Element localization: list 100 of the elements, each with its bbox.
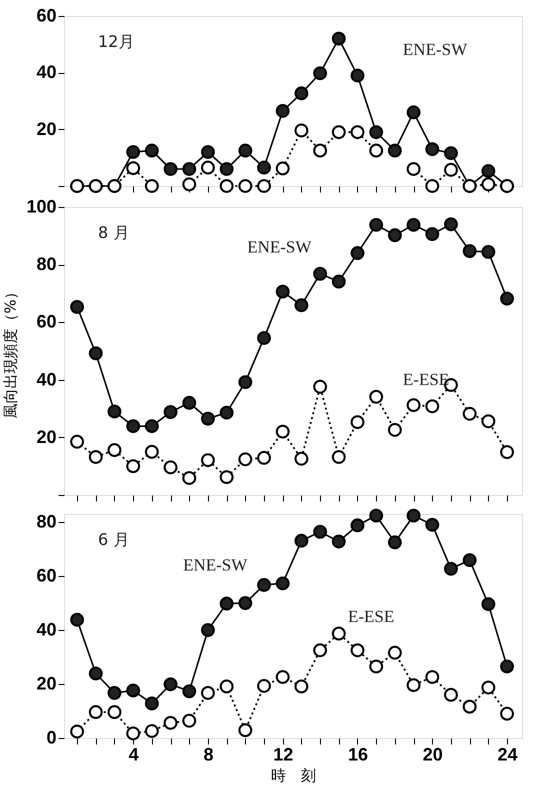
point [350, 415, 364, 430]
point [332, 534, 346, 548]
point [257, 450, 271, 465]
point [88, 705, 103, 719]
point [201, 412, 215, 426]
point [220, 179, 234, 193]
point [369, 218, 384, 232]
series-label: E-ESE [348, 607, 394, 626]
point [462, 700, 477, 714]
point [276, 284, 290, 299]
point [220, 470, 234, 484]
point [182, 471, 196, 485]
point [294, 298, 308, 312]
y-tick-label: 100 [26, 196, 56, 216]
point [406, 218, 420, 232]
point [350, 246, 364, 260]
y-axis-title: 風向出現頻度（%） [1, 284, 20, 419]
point [182, 162, 196, 176]
point [462, 553, 477, 568]
y-tick-label: 40 [36, 62, 56, 82]
point [126, 161, 140, 176]
series-label: ENE-SW [247, 237, 312, 256]
x-tick-label: 24 [498, 744, 518, 764]
point [406, 162, 420, 176]
y-tick-label: 60 [36, 6, 56, 26]
point [481, 414, 496, 428]
point [88, 346, 103, 360]
point [462, 406, 477, 421]
point [144, 724, 159, 738]
point [388, 228, 402, 242]
point [313, 643, 328, 658]
series-label: ENE-SW [183, 556, 248, 575]
point [350, 518, 364, 532]
y-tick-label: 20 [36, 118, 56, 139]
series-label: E-ESE [402, 370, 450, 389]
point [350, 68, 364, 82]
point [425, 179, 440, 193]
text: 8 月 [98, 223, 130, 242]
point [238, 452, 252, 466]
point [481, 245, 496, 259]
y-tick-label: 60 [36, 312, 56, 332]
point [500, 445, 514, 459]
point [332, 450, 346, 464]
point [144, 444, 159, 459]
y-tick-label: 40 [36, 369, 56, 390]
point [350, 643, 364, 658]
point [70, 612, 84, 627]
point [276, 424, 290, 439]
point [108, 443, 122, 457]
point [238, 179, 252, 193]
point [108, 686, 122, 700]
point [238, 144, 252, 158]
point [126, 684, 140, 698]
point [238, 375, 252, 390]
point [388, 646, 402, 660]
point [276, 104, 290, 118]
text: 6 月 [98, 530, 130, 549]
point [126, 419, 140, 434]
point [425, 518, 440, 532]
point [444, 217, 458, 232]
point [444, 562, 458, 576]
point [126, 459, 140, 474]
point [220, 162, 234, 176]
point [201, 145, 215, 159]
x-tick-label: 12 [273, 744, 294, 764]
point [332, 32, 346, 46]
point [126, 726, 140, 740]
y-tick-label: 80 [36, 512, 56, 532]
point [108, 404, 122, 418]
point [462, 244, 477, 258]
point [350, 125, 364, 140]
point [257, 331, 271, 345]
point [164, 460, 178, 474]
x-axis-title: 時 刻 [271, 766, 316, 784]
point [70, 724, 84, 738]
point [332, 626, 346, 640]
point [294, 124, 308, 138]
point [144, 144, 159, 158]
point [257, 578, 271, 592]
y-tick-label: 40 [36, 620, 56, 640]
point [406, 678, 420, 692]
point [406, 398, 420, 412]
point [144, 419, 159, 434]
point [144, 696, 159, 710]
y-tick-label: 20 [36, 674, 56, 694]
point [220, 680, 234, 694]
point [406, 105, 420, 120]
point [444, 162, 458, 177]
y-tick-label: 60 [36, 566, 56, 586]
point [369, 390, 384, 404]
x-tick-label: 8 [203, 744, 214, 764]
point [182, 396, 196, 410]
point [164, 677, 178, 692]
point [388, 535, 402, 550]
point [500, 660, 514, 674]
y-tick-label: 0 [46, 728, 56, 748]
point [70, 300, 84, 314]
point [425, 399, 440, 414]
point [294, 86, 308, 100]
point [182, 714, 196, 728]
